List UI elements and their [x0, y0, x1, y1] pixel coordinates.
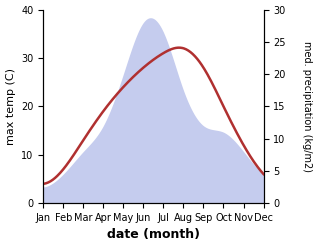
Y-axis label: med. precipitation (kg/m2): med. precipitation (kg/m2)	[302, 41, 313, 172]
Y-axis label: max temp (C): max temp (C)	[5, 68, 16, 145]
X-axis label: date (month): date (month)	[107, 228, 200, 242]
